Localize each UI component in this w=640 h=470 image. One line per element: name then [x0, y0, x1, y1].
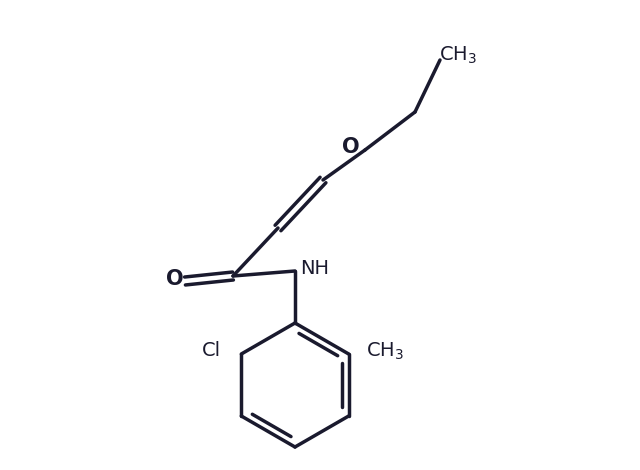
Text: CH$_3$: CH$_3$: [365, 340, 404, 361]
Text: O: O: [166, 269, 184, 289]
Text: CH$_3$: CH$_3$: [439, 44, 477, 66]
Text: NH: NH: [301, 258, 330, 277]
Text: O: O: [342, 137, 360, 157]
Text: Cl: Cl: [202, 342, 221, 360]
